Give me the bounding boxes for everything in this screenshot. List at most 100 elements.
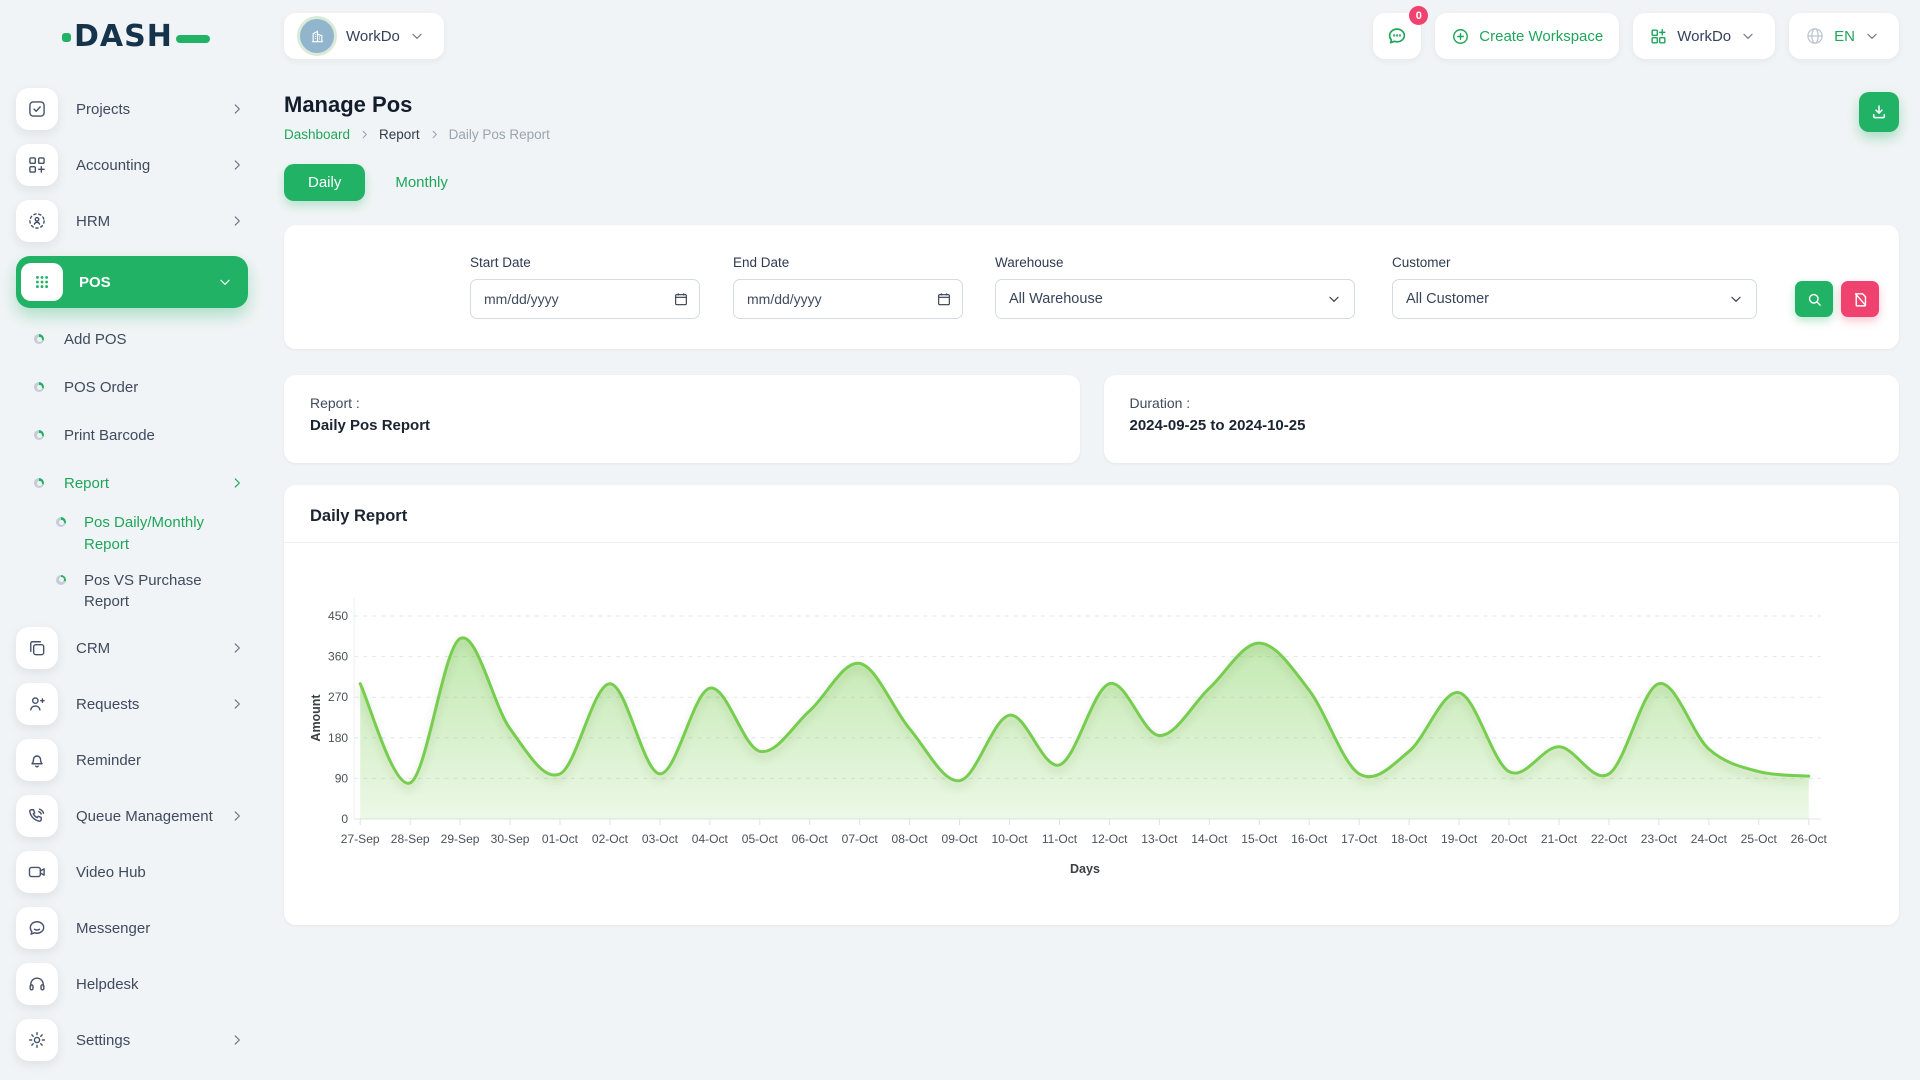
svg-text:29-Sep: 29-Sep xyxy=(441,832,480,846)
end-date-group: End Date xyxy=(733,255,963,319)
app-logo[interactable]: DASH xyxy=(16,0,248,74)
sidebar-item-pos-vs-purchase-report[interactable]: Pos VS Purchase Report xyxy=(16,570,248,614)
svg-text:25-Oct: 25-Oct xyxy=(1741,832,1778,846)
svg-text:270: 270 xyxy=(328,690,348,704)
workdo-menu[interactable]: WorkDo xyxy=(1633,13,1776,59)
bullet-icon xyxy=(56,574,66,585)
breadcrumb-report[interactable]: Report xyxy=(379,127,420,142)
search-button[interactable] xyxy=(1795,281,1833,317)
svg-text:07-Oct: 07-Oct xyxy=(842,832,879,846)
sidebar-item-label: CRM xyxy=(76,639,111,657)
bullet-icon xyxy=(34,478,44,488)
customer-select[interactable]: All Customer xyxy=(1392,279,1757,319)
sidebar-item-queue-management[interactable]: Queue Management xyxy=(16,795,248,837)
sidebar-item-pos-daily-monthly-report[interactable]: Pos Daily/Monthly Report xyxy=(16,512,248,556)
projects-icon xyxy=(16,88,58,130)
sidebar-item-print-barcode[interactable]: Print Barcode xyxy=(16,416,248,454)
sidebar-item-video-hub[interactable]: Video Hub xyxy=(16,851,248,893)
breadcrumb-dashboard[interactable]: Dashboard xyxy=(284,127,351,142)
customer-value: All Customer xyxy=(1406,291,1489,307)
svg-text:90: 90 xyxy=(335,771,349,785)
topbar: WorkDo 0 Create Workspace Wor xyxy=(284,0,1899,72)
svg-text:Amount: Amount xyxy=(310,694,323,742)
breadcrumb-current: Daily Pos Report xyxy=(448,127,550,142)
globe-icon xyxy=(1807,28,1823,44)
topbar-actions: 0 Create Workspace WorkDo EN xyxy=(1373,6,1899,59)
filter-actions xyxy=(1795,281,1879,317)
calendar-icon[interactable] xyxy=(673,291,689,307)
sidebar-item-label: Print Barcode xyxy=(64,426,155,444)
svg-text:22-Oct: 22-Oct xyxy=(1591,832,1628,846)
logo-dot-icon xyxy=(62,32,71,42)
svg-text:01-Oct: 01-Oct xyxy=(542,832,579,846)
report-tabs: Daily Monthly xyxy=(284,164,1899,201)
warehouse-select[interactable]: All Warehouse xyxy=(995,279,1355,319)
sidebar-item-requests[interactable]: Requests xyxy=(16,683,248,725)
svg-text:13-Oct: 13-Oct xyxy=(1141,832,1178,846)
tab-monthly[interactable]: Monthly xyxy=(395,174,448,191)
sidebar-item-hrm[interactable]: HRM xyxy=(16,200,248,242)
sidebar-item-accounting[interactable]: Accounting xyxy=(16,144,248,186)
svg-text:03-Oct: 03-Oct xyxy=(642,832,679,846)
svg-text:14-Oct: 14-Oct xyxy=(1191,832,1228,846)
bullet-icon xyxy=(56,517,66,527)
svg-text:02-Oct: 02-Oct xyxy=(592,832,629,846)
duration-label: Duration : xyxy=(1129,395,1191,411)
report-summary-card: Report : Daily Pos Report xyxy=(284,375,1080,463)
chevron-right-icon xyxy=(234,216,240,226)
chevron-down-icon xyxy=(1329,296,1339,302)
sidebar-item-label: Projects xyxy=(76,100,131,118)
sidebar-item-add-pos[interactable]: Add POS xyxy=(16,320,248,358)
end-date-input[interactable] xyxy=(734,280,962,318)
chat-bubble-icon xyxy=(16,907,58,949)
tab-daily[interactable]: Daily xyxy=(284,164,366,201)
sidebar-item-crm[interactable]: CRM xyxy=(16,627,248,669)
sidebar-item-report[interactable]: Report xyxy=(16,464,248,502)
create-workspace-button[interactable]: Create Workspace xyxy=(1435,13,1620,59)
daily-report-area-chart: 0 90 180 270 360 450 27-Sep 28-Sep 29-Sep 30-Sep 0… xyxy=(310,598,1827,876)
start-date-field xyxy=(470,279,700,319)
sidebar-item-pos[interactable]: POS xyxy=(16,256,248,308)
chart-body: 0 90 180 270 360 450 27-Sep 28-Sep 29-Sep 30-Sep 0… xyxy=(284,543,1899,903)
messages-button[interactable]: 0 xyxy=(1373,6,1429,59)
svg-text:11-Oct: 11-Oct xyxy=(1042,832,1078,846)
svg-text:28-Sep: 28-Sep xyxy=(391,832,430,846)
page-header: Manage Pos Dashboard Report Daily Pos Re… xyxy=(284,92,1899,142)
end-date-label: End Date xyxy=(733,255,790,270)
logo-dash-icon xyxy=(175,35,210,43)
start-date-input[interactable] xyxy=(471,280,699,318)
sidebar-item-settings[interactable]: Settings xyxy=(16,1019,248,1061)
sidebar-item-label: Pos Daily/Monthly Report xyxy=(84,514,205,553)
chevron-down-icon xyxy=(1867,33,1877,39)
reset-filter-button[interactable] xyxy=(1841,281,1879,317)
sidebar-item-label: Requests xyxy=(76,695,140,713)
download-button[interactable] xyxy=(1859,92,1899,132)
svg-text:21-Oct: 21-Oct xyxy=(1541,832,1578,846)
sidebar-item-helpdesk[interactable]: Helpdesk xyxy=(16,963,248,1005)
filter-card: Start Date End Date Warehouse All Wareho… xyxy=(284,225,1899,349)
clear-filter-icon xyxy=(1854,292,1866,307)
chevron-right-icon xyxy=(234,811,240,821)
svg-text:16-Oct: 16-Oct xyxy=(1291,832,1328,846)
grid-plus-icon xyxy=(1651,28,1666,44)
svg-text:Days: Days xyxy=(1070,862,1100,876)
crm-icon xyxy=(16,627,58,669)
download-icon xyxy=(1873,105,1885,119)
chevron-right-icon xyxy=(432,130,437,139)
chart-card-header: Daily Report xyxy=(284,485,1899,543)
chart-title: Daily Report xyxy=(310,507,408,525)
sidebar-item-messenger[interactable]: Messenger xyxy=(16,907,248,949)
workspace-selector[interactable]: WorkDo xyxy=(284,13,444,59)
warehouse-label: Warehouse xyxy=(995,255,1064,270)
sidebar-item-projects[interactable]: Projects xyxy=(16,88,248,130)
chevron-down-icon xyxy=(220,279,230,285)
svg-text:09-Oct: 09-Oct xyxy=(942,832,979,846)
svg-text:19-Oct: 19-Oct xyxy=(1441,832,1478,846)
language-selector[interactable]: EN xyxy=(1789,13,1899,59)
sidebar-item-pos-order[interactable]: POS Order xyxy=(16,368,248,406)
accounting-icon xyxy=(16,144,58,186)
calendar-icon[interactable] xyxy=(936,291,952,307)
page-title: Manage Pos xyxy=(284,92,413,117)
sidebar-item-reminder[interactable]: Reminder xyxy=(16,739,248,781)
